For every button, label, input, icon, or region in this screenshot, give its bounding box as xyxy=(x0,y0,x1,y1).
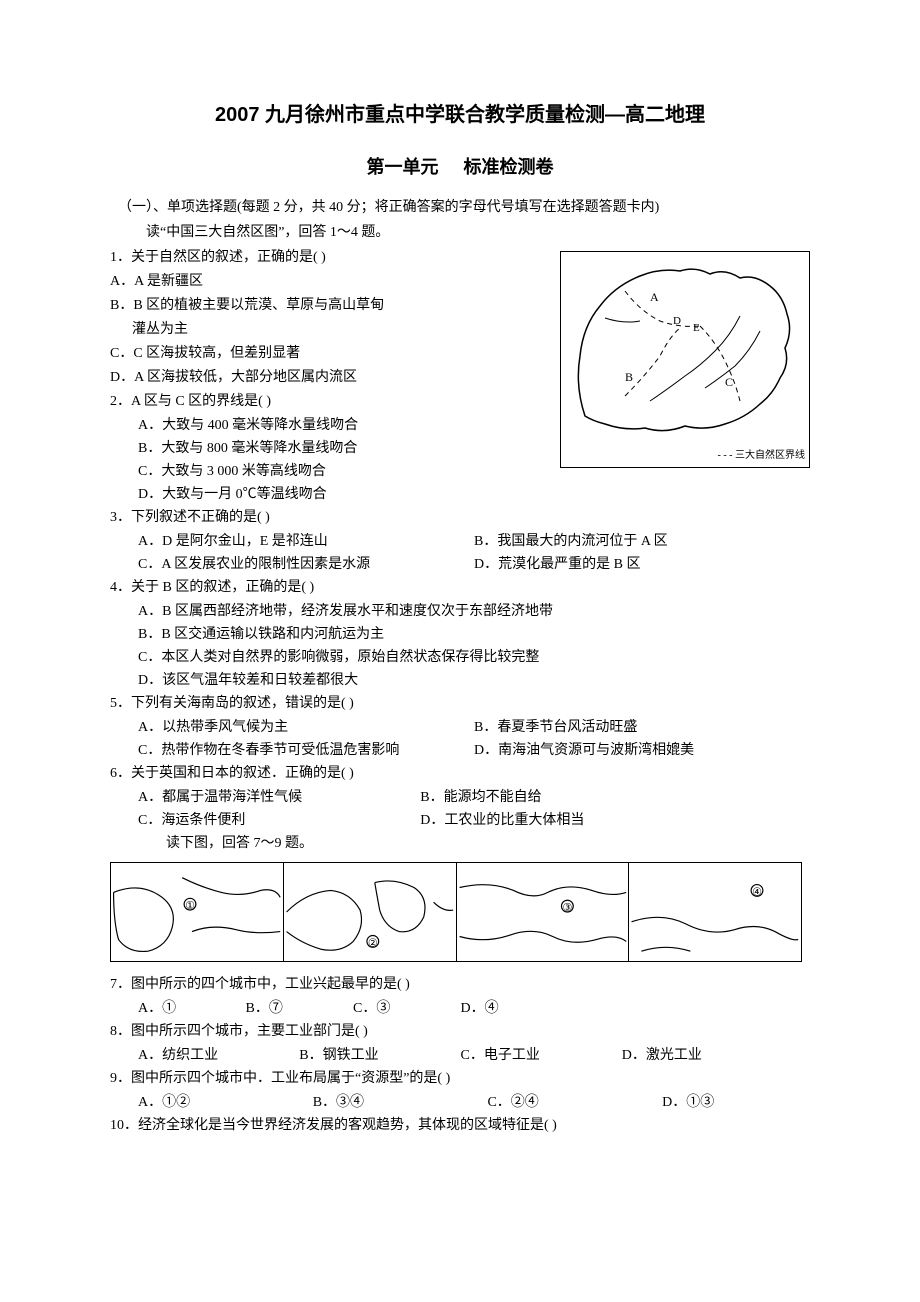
q3-opt-b: B．我国最大的内流河位于 A 区 xyxy=(474,531,810,552)
q7-opt-c: C．③ xyxy=(353,998,461,1019)
q4-opt-a: A．B 区属西部经济地带，经济发展水平和速度仅次于东部经济地带 xyxy=(110,601,810,622)
section-sub-instruction: 读“中国三大自然区图”，回答 1～4 题。 xyxy=(110,222,810,243)
china-map-figure: A B C D E - - - 三大自然区界线 xyxy=(560,251,810,468)
map-caption: - - - 三大自然区界线 xyxy=(565,446,805,463)
q8-opt-c: C．电子工业 xyxy=(461,1045,622,1066)
q7-opt-d: D．④ xyxy=(461,998,569,1019)
china-map-svg: A B C D E xyxy=(565,256,805,446)
q8-opt-a: A．纺织工业 xyxy=(138,1045,299,1066)
q4-stem: 4．关于 B 区的叙述，正确的是( ) xyxy=(110,577,810,598)
subtitle-left: 第一单元 xyxy=(366,157,438,177)
map-label-a: A xyxy=(650,290,659,304)
map-label-c: C xyxy=(725,375,733,389)
svg-text:④: ④ xyxy=(752,886,762,898)
map-label-e: E xyxy=(693,322,700,334)
q6-stem: 6．关于英国和日本的叙述．正确的是( ) xyxy=(110,763,810,784)
city-map-1: ① xyxy=(111,863,284,961)
city-maps-strip: ① ② ③ ④ xyxy=(110,862,802,962)
city-map-2: ② xyxy=(284,863,457,961)
q8-stem: 8．图中所示四个城市，主要工业部门是( ) xyxy=(110,1021,810,1042)
page-title: 2007 九月徐州市重点中学联合教学质量检测—高二地理 xyxy=(110,100,810,130)
q5-opt-a: A．以热带季风气候为主 xyxy=(138,717,474,738)
q6-sub-instruction: 读下图，回答 7～9 题。 xyxy=(110,833,810,854)
q4-opt-b: B．B 区交通运输以铁路和内河航运为主 xyxy=(110,624,810,645)
q7-stem: 7．图中所示的四个城市中，工业兴起最早的是( ) xyxy=(110,974,810,995)
q6-opt-c: C．海运条件便利 xyxy=(138,810,420,831)
svg-text:②: ② xyxy=(368,937,378,949)
map-label-b: B xyxy=(625,370,633,384)
q5-opt-c: C．热带作物在冬春季节可受低温危害影响 xyxy=(138,740,474,761)
q10-stem: 10．经济全球化是当今世界经济发展的客观趋势，其体现的区域特征是( ) xyxy=(110,1115,810,1136)
q7-opt-b: B．⑦ xyxy=(246,998,354,1019)
q4-opt-c: C．本区人类对自然界的影响微弱，原始自然状态保存得比较完整 xyxy=(110,647,810,668)
page-subtitle: 第一单元 标准检测卷 xyxy=(110,154,810,181)
map-label-d: D xyxy=(673,315,681,327)
city-map-4: ④ xyxy=(629,863,801,961)
section-instruction: （一）、单项选择题(每题 2 分，共 40 分；将正确答案的字母代号填写在选择题… xyxy=(110,197,810,218)
q3-stem: 3．下列叙述不正确的是( ) xyxy=(110,507,810,528)
q6-opt-b: B．能源均不能自给 xyxy=(420,787,541,808)
subtitle-right: 标准检测卷 xyxy=(464,157,554,177)
q6-opt-a: A．都属于温带海洋性气候 xyxy=(138,787,420,808)
q3-opt-c: C．A 区发展农业的限制性因素是水源 xyxy=(138,554,474,575)
q6-opt-d: D．工农业的比重大体相当 xyxy=(420,810,584,831)
q3-opt-a: A．D 是阿尔金山，E 是祁连山 xyxy=(138,531,474,552)
q9-opt-a: A．①② xyxy=(138,1092,313,1113)
q9-opt-c: C．②④ xyxy=(487,1092,662,1113)
q5-opt-d: D．南海油气资源可与波斯湾相媲美 xyxy=(474,740,810,761)
q7-opt-a: A．① xyxy=(138,998,246,1019)
q8-opt-b: B．钢铁工业 xyxy=(299,1045,460,1066)
q2-opt-d: D．大致与一月 0℃等温线吻合 xyxy=(110,484,810,505)
q9-opt-b: B．③④ xyxy=(313,1092,488,1113)
svg-text:①: ① xyxy=(185,900,195,912)
q9-opt-d: D．①③ xyxy=(662,1092,810,1113)
city-map-3: ③ xyxy=(457,863,630,961)
q4-opt-d: D．该区气温年较差和日较差都很大 xyxy=(110,670,810,691)
q9-stem: 9．图中所示四个城市中．工业布局属于“资源型”的是( ) xyxy=(110,1068,810,1089)
q5-opt-b: B．春夏季节台风活动旺盛 xyxy=(474,717,810,738)
q5-stem: 5．下列有关海南岛的叙述，错误的是( ) xyxy=(110,693,810,714)
q8-opt-d: D．激光工业 xyxy=(622,1045,783,1066)
q3-opt-d: D．荒漠化最严重的是 B 区 xyxy=(474,554,810,575)
svg-text:③: ③ xyxy=(562,902,572,914)
